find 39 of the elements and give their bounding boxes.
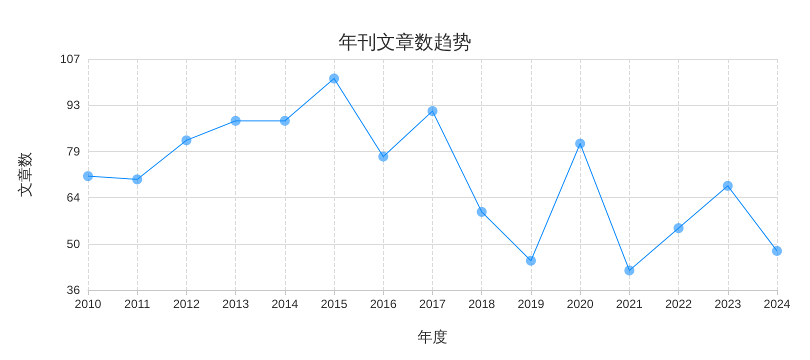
y-tick-label: 36 <box>66 283 80 297</box>
x-tick-label: 2011 <box>124 297 150 311</box>
point <box>132 174 142 184</box>
point <box>575 138 586 149</box>
point <box>772 246 782 256</box>
point <box>280 116 290 126</box>
point <box>230 116 241 126</box>
x-tick-label: 2014 <box>272 297 299 311</box>
y-tick-label: 107 <box>60 52 80 66</box>
point <box>378 152 388 162</box>
x-axis-title: 年度 <box>418 329 448 346</box>
y-tick-label: 79 <box>66 144 80 158</box>
y-tick-label: 50 <box>66 236 80 251</box>
point <box>722 180 733 191</box>
point <box>428 106 438 116</box>
x-tick-label: 2015 <box>320 297 348 311</box>
y-axis-title: 文章数 <box>17 152 34 197</box>
x-tick-label: 2023 <box>714 297 742 311</box>
point <box>329 74 340 84</box>
x-tick-label: 2021 <box>616 297 644 311</box>
chart-title: 年刊文章数趋势 <box>338 32 472 54</box>
point <box>526 256 536 266</box>
point <box>624 265 634 276</box>
x-tick-label: 2018 <box>468 297 496 311</box>
x-tick-label: 2020 <box>566 297 594 311</box>
x-tick-label: 2010 <box>74 297 102 311</box>
point <box>83 171 93 182</box>
point <box>476 206 487 217</box>
x-tick-label: 2019 <box>518 297 545 311</box>
y-tick-label: 93 <box>66 98 80 112</box>
point <box>181 135 192 146</box>
y-tick-label: 64 <box>66 190 80 205</box>
x-tick-label: 2016 <box>370 297 397 311</box>
point <box>674 223 684 234</box>
x-tick-label: 2024 <box>764 297 791 311</box>
x-tick-label: 2017 <box>419 297 446 311</box>
x-tick-label: 2012 <box>173 297 200 311</box>
x-tick-label: 2022 <box>665 297 692 311</box>
x-tick-label: 2013 <box>222 297 250 311</box>
